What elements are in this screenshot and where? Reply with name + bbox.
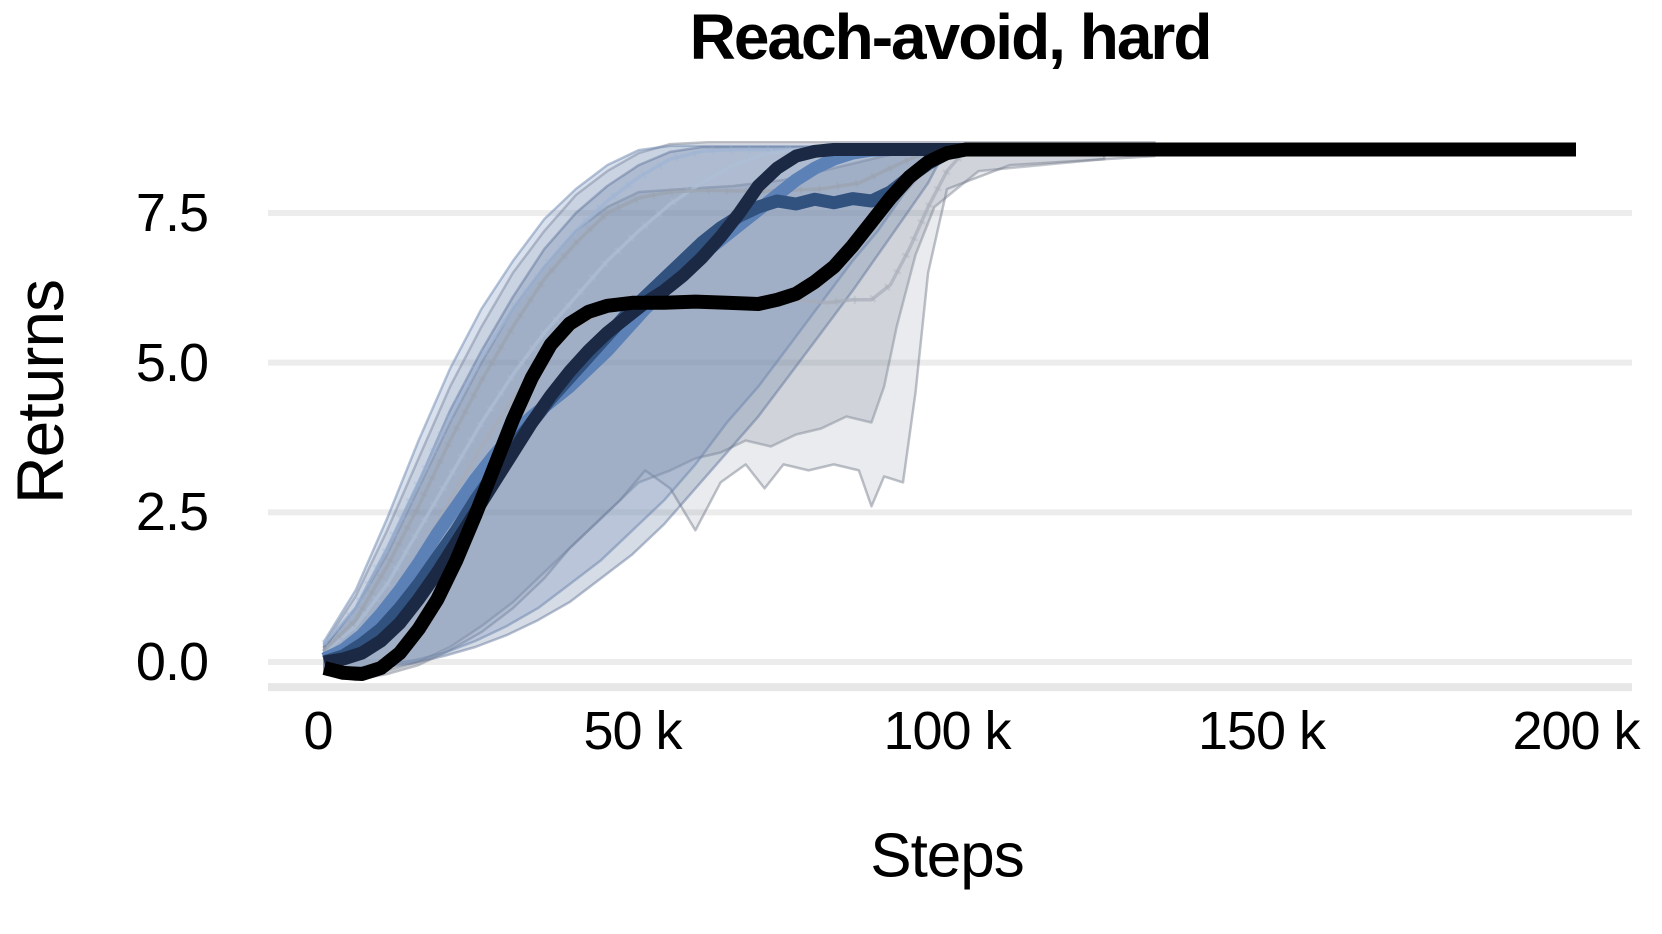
- x-tick-label-100k: 100 k: [883, 701, 1011, 761]
- y-tick-label-0.0: 0.0: [135, 632, 209, 692]
- x-tick-label-150k: 150 k: [1197, 701, 1326, 761]
- seed-run-gray-plateau-high: [322, 147, 1012, 652]
- seed-run-gray-plateau-mid-ticks: [322, 145, 1042, 660]
- y-tick-label-7.5: 7.5: [135, 182, 209, 243]
- band-deep-blue: [323, 145, 949, 672]
- y-tick-label-5.0: 5.0: [135, 332, 209, 393]
- x-tick-label-200k: 200 k: [1512, 701, 1640, 761]
- seed-run-light-blue-slow: [322, 147, 949, 655]
- method-steel-blue-line: [321, 143, 1576, 665]
- method-dark-navy-line: [323, 143, 1576, 669]
- method-slate-blue-line: [322, 143, 1576, 669]
- seed-run-light-blue-fast: [322, 147, 918, 646]
- x-tick-label-50k: 50 k: [583, 701, 682, 761]
- method-black-line: [322, 142, 1576, 681]
- y-tick-label-2.5: 2.5: [135, 482, 209, 543]
- band-pale-gray-outer: [323, 141, 1156, 682]
- x-axis-label: Steps: [870, 821, 1025, 891]
- chart-title: Reach-avoid, hard: [689, 1, 1213, 73]
- x-tick-label-0: 0: [303, 701, 333, 761]
